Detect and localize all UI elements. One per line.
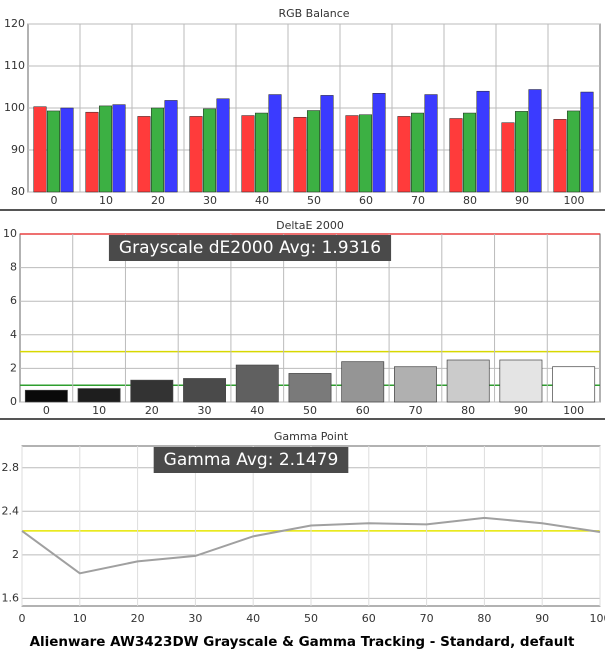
y-tick-label: 110 xyxy=(4,59,25,72)
x-tick-label: 70 xyxy=(420,612,434,625)
x-tick-label: 90 xyxy=(535,612,549,625)
y-tick-label: 2 xyxy=(10,361,17,374)
bar xyxy=(307,111,320,192)
bar xyxy=(398,116,411,192)
bar xyxy=(203,109,216,192)
y-tick-label: 0 xyxy=(10,395,17,408)
bar xyxy=(553,367,595,402)
bar xyxy=(346,116,359,192)
bar xyxy=(321,95,334,192)
bar xyxy=(529,90,542,192)
bar xyxy=(567,111,580,192)
bar xyxy=(190,116,203,192)
bar xyxy=(289,373,331,402)
bar xyxy=(78,389,120,402)
x-tick-label: 0 xyxy=(43,404,50,417)
x-tick-label: 10 xyxy=(99,194,113,207)
bar xyxy=(242,116,255,192)
x-tick-label: 30 xyxy=(198,404,212,417)
annotation: Gamma Avg: 2.1479 xyxy=(164,450,339,470)
bar xyxy=(411,113,424,192)
x-tick-label: 100 xyxy=(590,612,605,625)
x-tick-label: 20 xyxy=(131,612,145,625)
bar xyxy=(447,360,489,402)
bar xyxy=(61,108,74,192)
bar xyxy=(425,95,438,192)
x-tick-label: 30 xyxy=(203,194,217,207)
bar xyxy=(165,100,178,192)
x-tick-label: 0 xyxy=(51,194,58,207)
bar xyxy=(373,93,386,192)
bar xyxy=(463,113,476,192)
x-tick-label: 10 xyxy=(73,612,87,625)
y-tick-label: 10 xyxy=(3,227,17,240)
bar xyxy=(113,105,126,192)
y-tick-label: 90 xyxy=(11,143,25,156)
chart-title: DeltaE 2000 xyxy=(276,219,344,232)
x-tick-label: 90 xyxy=(514,404,528,417)
bar xyxy=(554,119,567,192)
x-tick-label: 0 xyxy=(19,612,26,625)
x-tick-label: 80 xyxy=(477,612,491,625)
bar xyxy=(255,113,268,192)
x-tick-label: 80 xyxy=(463,194,477,207)
x-tick-label: 50 xyxy=(307,194,321,207)
y-tick-label: 2.8 xyxy=(2,461,20,474)
bar xyxy=(86,112,99,192)
y-tick-label: 8 xyxy=(10,261,17,274)
bar xyxy=(477,91,490,192)
y-tick-label: 120 xyxy=(4,17,25,30)
chart-title: RGB Balance xyxy=(278,7,349,20)
x-tick-label: 40 xyxy=(250,404,264,417)
x-tick-label: 20 xyxy=(145,404,159,417)
bar xyxy=(151,108,164,192)
bar xyxy=(183,378,225,402)
y-tick-label: 100 xyxy=(4,101,25,114)
y-tick-label: 2.4 xyxy=(2,504,20,517)
bar xyxy=(99,106,112,192)
x-tick-label: 40 xyxy=(246,612,260,625)
x-tick-label: 50 xyxy=(304,612,318,625)
x-tick-label: 20 xyxy=(151,194,165,207)
x-tick-label: 70 xyxy=(408,404,422,417)
x-tick-label: 10 xyxy=(92,404,106,417)
chart-title: Gamma Point xyxy=(274,430,349,443)
y-tick-label: 4 xyxy=(10,328,17,341)
x-tick-label: 40 xyxy=(255,194,269,207)
bar xyxy=(47,111,60,192)
bar xyxy=(236,365,278,402)
x-tick-label: 90 xyxy=(515,194,529,207)
bar xyxy=(450,119,463,193)
bar xyxy=(342,362,384,402)
y-tick-label: 6 xyxy=(10,294,17,307)
bar xyxy=(131,380,173,402)
caption: Alienware AW3423DW Grayscale & Gamma Tra… xyxy=(30,634,575,650)
y-tick-label: 2 xyxy=(12,548,19,561)
y-tick-label: 80 xyxy=(11,185,25,198)
annotation: Grayscale dE2000 Avg: 1.9316 xyxy=(119,238,381,258)
bar xyxy=(294,117,307,192)
x-tick-label: 100 xyxy=(564,194,585,207)
x-tick-label: 70 xyxy=(411,194,425,207)
x-tick-label: 60 xyxy=(356,404,370,417)
x-tick-label: 60 xyxy=(359,194,373,207)
bar xyxy=(34,107,47,192)
bar xyxy=(25,390,67,402)
bar xyxy=(502,123,515,192)
bar xyxy=(394,367,436,402)
x-tick-label: 50 xyxy=(303,404,317,417)
bar xyxy=(359,115,372,192)
x-tick-label: 80 xyxy=(461,404,475,417)
x-tick-label: 100 xyxy=(563,404,584,417)
bar xyxy=(269,95,282,192)
x-tick-label: 30 xyxy=(188,612,202,625)
bar xyxy=(500,360,542,402)
bar xyxy=(138,116,151,192)
bar xyxy=(515,111,528,192)
x-tick-label: 60 xyxy=(362,612,376,625)
bar xyxy=(217,99,230,192)
y-tick-label: 1.6 xyxy=(2,591,20,604)
bar xyxy=(581,92,594,192)
